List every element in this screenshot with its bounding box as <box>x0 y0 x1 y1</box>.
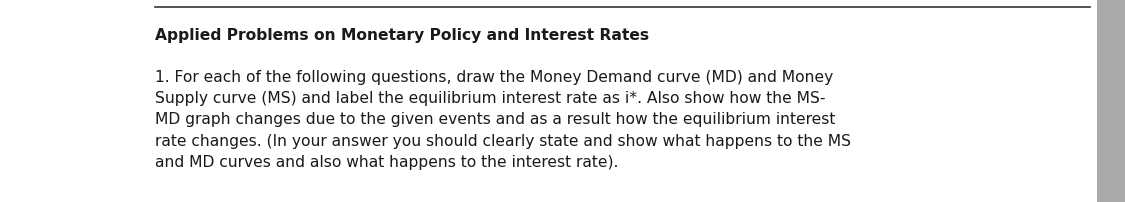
Text: 1. For each of the following questions, draw the Money Demand curve (MD) and Mon: 1. For each of the following questions, … <box>155 70 850 169</box>
Bar <box>1097 0 1125 202</box>
Text: Applied Problems on Monetary Policy and Interest Rates: Applied Problems on Monetary Policy and … <box>155 28 649 43</box>
